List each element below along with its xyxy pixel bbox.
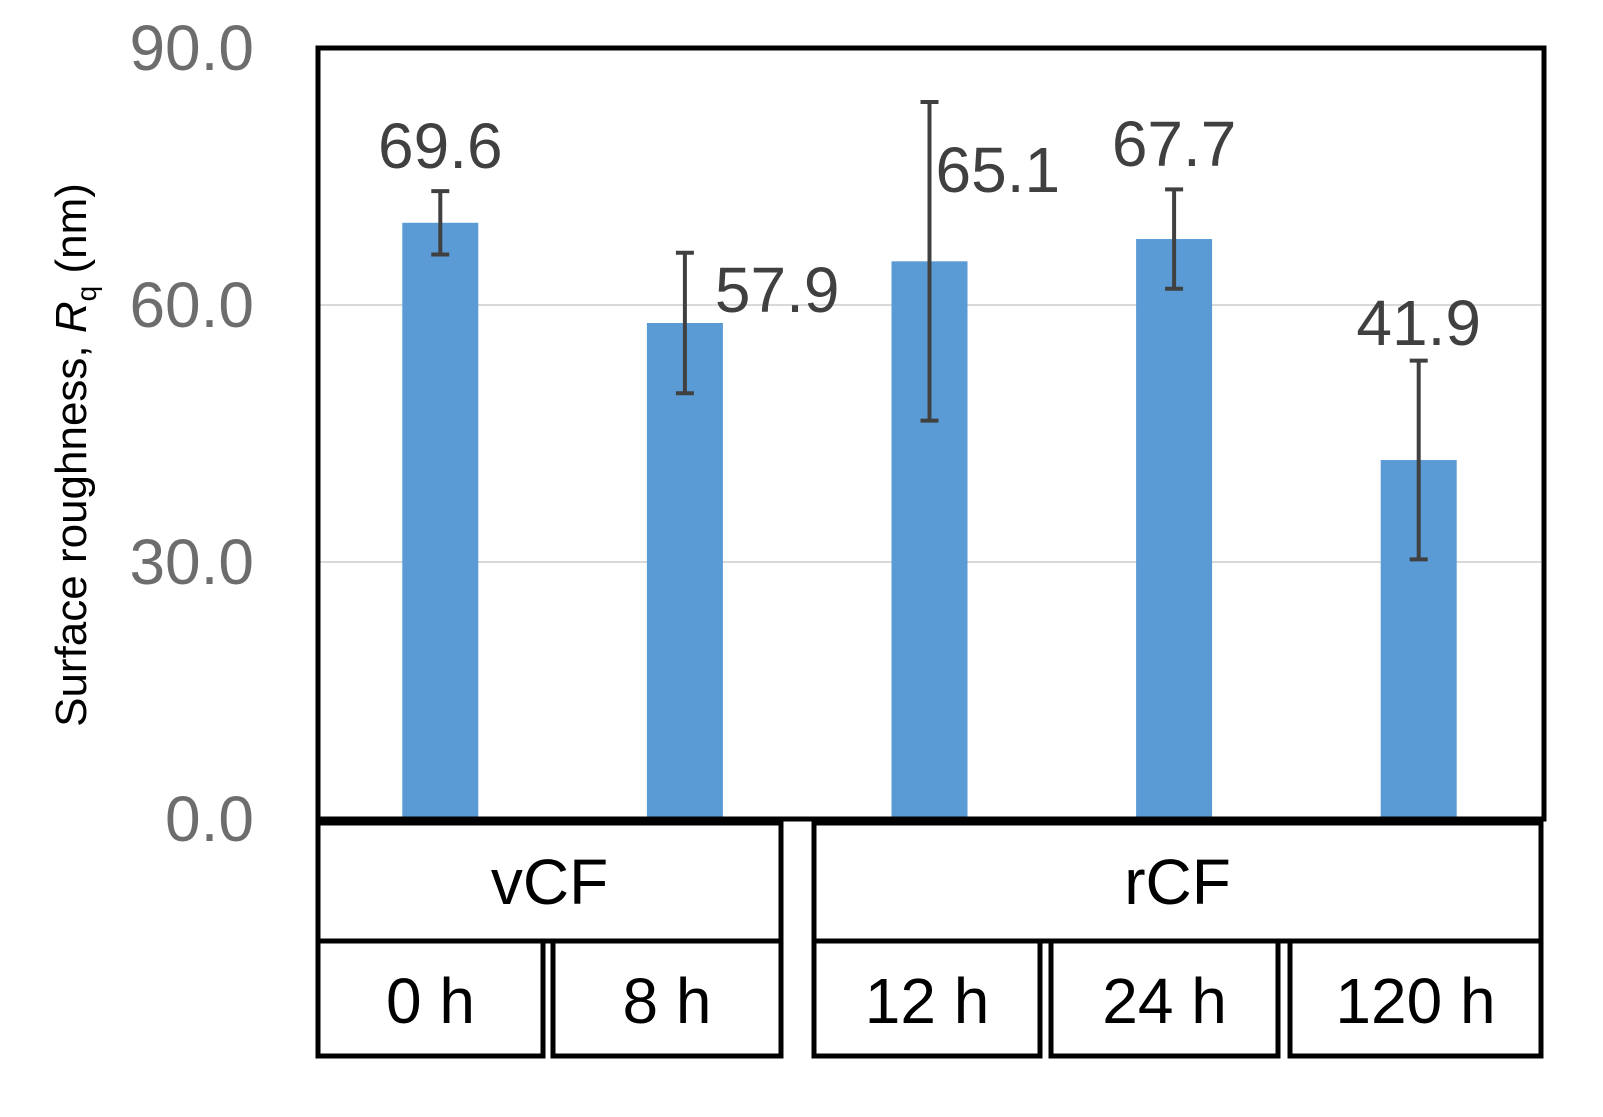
data-label: 41.9 bbox=[1356, 287, 1481, 359]
category-label: 120 h bbox=[1335, 965, 1495, 1037]
plot-frame bbox=[315, 45, 1547, 822]
error-bars bbox=[431, 99, 1428, 562]
data-label: 57.9 bbox=[715, 254, 840, 326]
group-label: vCF bbox=[491, 846, 608, 918]
category-cell bbox=[315, 938, 546, 1059]
data-label: 67.7 bbox=[1112, 108, 1237, 180]
bar bbox=[1136, 239, 1213, 819]
y-tick-label: 30.0 bbox=[129, 526, 254, 598]
y-tick-label: 90.0 bbox=[129, 12, 254, 84]
data-label: 65.1 bbox=[936, 134, 1061, 206]
y-tick-label: 0.0 bbox=[165, 783, 254, 855]
group-label: rCF bbox=[1124, 846, 1231, 918]
category-label: 0 h bbox=[386, 965, 475, 1037]
bar bbox=[646, 322, 723, 819]
group-cell bbox=[315, 820, 784, 944]
y-axis-title: Surface roughness, Rq (nm) bbox=[47, 183, 102, 727]
category-cell bbox=[1287, 938, 1544, 1059]
category-cell bbox=[1048, 938, 1281, 1059]
category-label: 12 h bbox=[865, 965, 990, 1037]
y-axis-title-subscript: q bbox=[71, 286, 102, 302]
category-label: 8 h bbox=[623, 965, 712, 1037]
y-tick-label: 60.0 bbox=[129, 269, 254, 341]
data-labels: 69.6 57.9 65.1 67.7 41.9 bbox=[378, 108, 1481, 359]
y-axis-ticks: 0.0 30.0 60.0 90.0 bbox=[129, 12, 254, 855]
category-cell bbox=[811, 938, 1043, 1059]
category-cell bbox=[550, 938, 784, 1059]
category-table: vCF rCF 0 h 8 h 12 h 24 h 120 h bbox=[315, 820, 1544, 1059]
bar bbox=[402, 222, 479, 819]
y-axis-title-prefix: Surface roughness, bbox=[47, 333, 96, 727]
y-axis-title-suffix: (nm) bbox=[47, 183, 96, 286]
bars bbox=[402, 222, 1457, 819]
data-label: 69.6 bbox=[378, 110, 503, 182]
category-label: 24 h bbox=[1102, 965, 1227, 1037]
y-axis-title-symbol: R bbox=[47, 301, 96, 333]
